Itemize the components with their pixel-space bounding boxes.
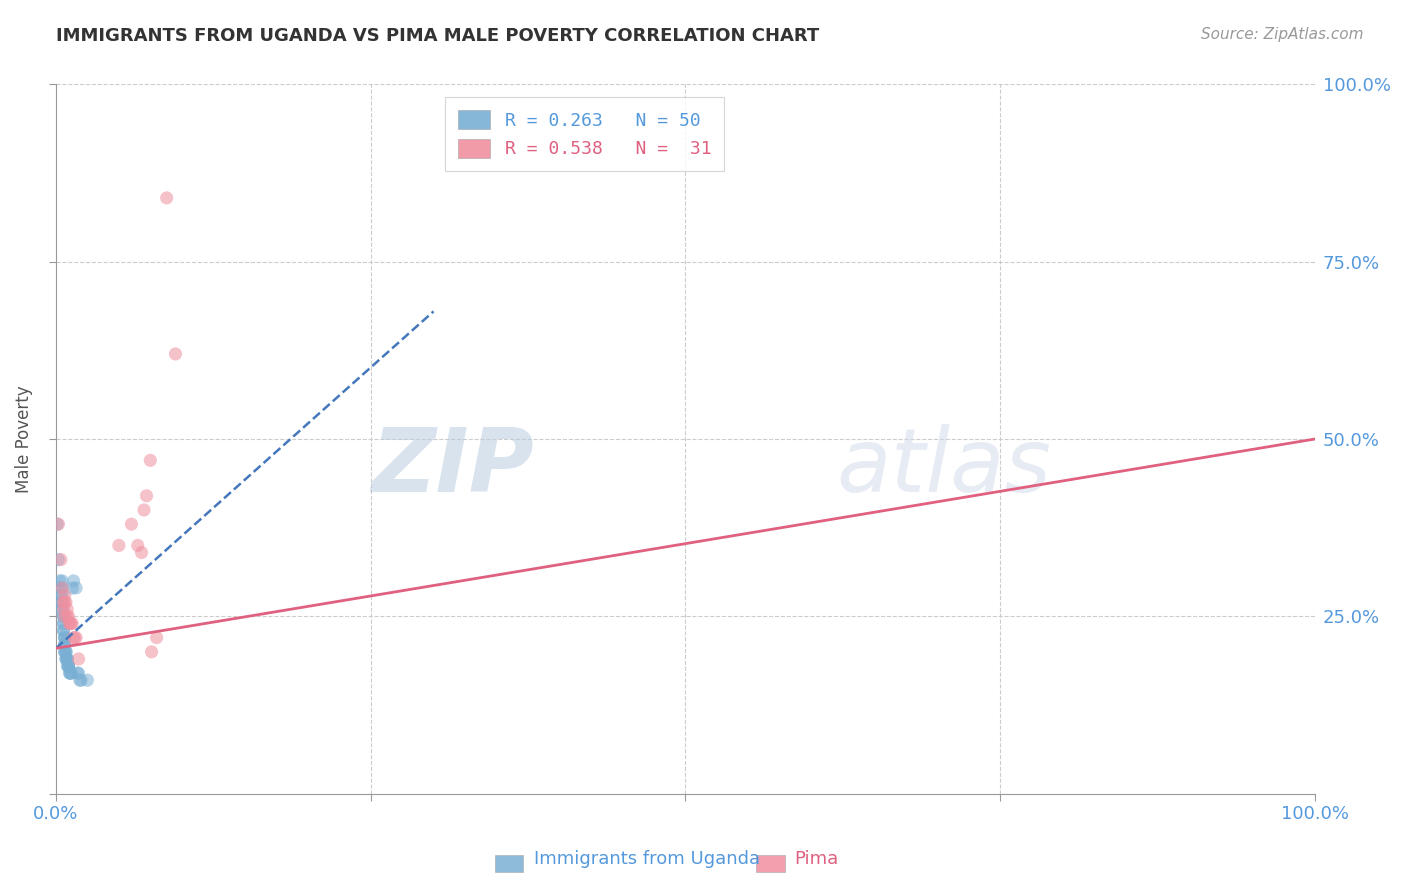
Point — [108, 538, 131, 552]
Point — [56, 609, 79, 624]
Point — [51, 581, 73, 595]
Point — [139, 453, 162, 467]
Point — [58, 609, 80, 624]
FancyBboxPatch shape — [756, 855, 785, 872]
Text: atlas: atlas — [837, 425, 1052, 510]
Point — [53, 631, 76, 645]
Point — [49, 552, 72, 566]
Point — [59, 616, 82, 631]
Point — [141, 645, 163, 659]
Point — [46, 517, 69, 532]
Point — [52, 624, 75, 638]
Text: Pima: Pima — [794, 850, 838, 868]
Point — [76, 673, 98, 688]
Point — [55, 645, 77, 659]
Point — [48, 552, 70, 566]
Point — [52, 616, 75, 631]
Point — [53, 638, 76, 652]
Point — [53, 588, 76, 602]
Point — [53, 645, 76, 659]
Point — [58, 659, 80, 673]
Point — [53, 631, 76, 645]
Point — [70, 673, 93, 688]
Point — [56, 659, 79, 673]
Point — [65, 631, 87, 645]
Text: IMMIGRANTS FROM UGANDA VS PIMA MALE POVERTY CORRELATION CHART: IMMIGRANTS FROM UGANDA VS PIMA MALE POVE… — [56, 27, 820, 45]
Point — [131, 545, 153, 559]
Point — [48, 517, 70, 532]
Point — [62, 631, 84, 645]
Point — [59, 666, 82, 681]
Point — [53, 645, 76, 659]
Point — [49, 595, 72, 609]
Point — [59, 616, 82, 631]
Point — [51, 602, 73, 616]
Point — [67, 666, 90, 681]
Point — [52, 595, 75, 609]
Point — [49, 602, 72, 616]
Point — [69, 673, 91, 688]
Point — [55, 652, 77, 666]
Point — [156, 191, 179, 205]
Point — [53, 609, 76, 624]
Point — [165, 347, 187, 361]
Point — [51, 574, 73, 588]
Point — [58, 659, 80, 673]
Point — [127, 538, 149, 552]
Point — [145, 631, 167, 645]
Point — [52, 609, 75, 624]
Point — [55, 652, 77, 666]
Point — [120, 517, 142, 532]
Point — [48, 581, 70, 595]
Point — [60, 666, 83, 681]
Point — [52, 616, 75, 631]
Point — [51, 588, 73, 602]
Point — [135, 489, 157, 503]
Y-axis label: Male Poverty: Male Poverty — [15, 385, 32, 493]
Text: Source: ZipAtlas.com: Source: ZipAtlas.com — [1201, 27, 1364, 42]
Point — [58, 659, 80, 673]
Legend: R = 0.263   N = 50, R = 0.538   N =  31: R = 0.263 N = 50, R = 0.538 N = 31 — [446, 97, 724, 171]
Point — [60, 666, 83, 681]
Point — [53, 638, 76, 652]
Point — [60, 581, 83, 595]
Point — [67, 652, 90, 666]
Point — [51, 595, 73, 609]
Point — [56, 602, 79, 616]
FancyBboxPatch shape — [495, 855, 523, 872]
Text: Immigrants from Uganda: Immigrants from Uganda — [534, 850, 761, 868]
Point — [52, 609, 75, 624]
Point — [53, 638, 76, 652]
Point — [62, 574, 84, 588]
Point — [48, 574, 70, 588]
Point — [56, 652, 79, 666]
Point — [63, 631, 86, 645]
Point — [49, 588, 72, 602]
Point — [55, 645, 77, 659]
Point — [66, 666, 89, 681]
Point — [55, 595, 77, 609]
Point — [60, 616, 83, 631]
Point — [132, 503, 155, 517]
Point — [52, 602, 75, 616]
Point — [53, 595, 76, 609]
Point — [56, 652, 79, 666]
Point — [60, 616, 83, 631]
Point — [52, 624, 75, 638]
Point — [58, 659, 80, 673]
Point — [51, 581, 73, 595]
Point — [65, 581, 87, 595]
Text: ZIP: ZIP — [371, 424, 534, 511]
Point — [59, 666, 82, 681]
Point — [56, 652, 79, 666]
Point — [53, 631, 76, 645]
